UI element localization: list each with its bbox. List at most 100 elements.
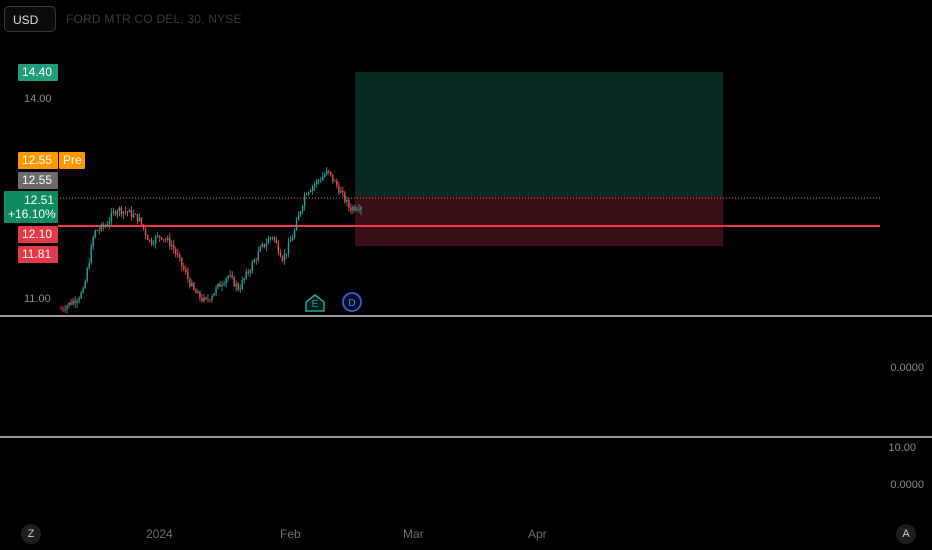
candle-body	[211, 296, 213, 300]
candle-body	[183, 266, 185, 270]
candle-body	[68, 302, 70, 306]
candle-body	[104, 225, 107, 227]
candle-body	[275, 239, 278, 244]
candle-body	[330, 171, 332, 175]
candle-body	[86, 268, 88, 282]
candle-body	[185, 269, 187, 273]
candle-body	[221, 285, 223, 287]
candle-body	[281, 256, 284, 261]
candle-body	[118, 207, 121, 212]
candle-body	[271, 237, 274, 239]
candle-body	[154, 236, 157, 244]
candle-body	[253, 259, 255, 263]
candle-body	[80, 292, 82, 299]
candle-body	[344, 192, 346, 202]
candle-body	[279, 252, 282, 257]
current-price-value: 12.51	[23, 193, 54, 207]
earnings-marker-label: E	[312, 299, 319, 310]
candle-body	[94, 230, 96, 238]
candle-body	[350, 207, 352, 211]
candle-body	[164, 239, 167, 241]
earnings-marker[interactable]	[305, 294, 325, 312]
target-zone[interactable]	[355, 72, 723, 196]
candle-body	[322, 176, 324, 181]
candle-body	[62, 308, 64, 310]
candle-body	[303, 194, 306, 206]
candle-body	[88, 263, 90, 269]
dividend-marker[interactable]	[342, 292, 362, 312]
indicator-1-value: 0.0000	[890, 362, 924, 374]
last-close-price-tag: 12.55	[18, 172, 58, 189]
candle-body	[334, 180, 336, 182]
candle-body	[307, 191, 310, 195]
time-label-2024: 2024	[146, 527, 173, 541]
candle-body	[179, 254, 181, 258]
candle-body	[241, 280, 243, 289]
candle-body	[156, 235, 159, 237]
candle-body	[100, 224, 102, 230]
candle-body	[84, 281, 86, 289]
candle-body	[189, 278, 191, 287]
candle-body	[128, 209, 131, 213]
candle-body	[110, 212, 113, 222]
candle-body	[136, 214, 139, 222]
currency-button[interactable]: USD	[4, 6, 56, 32]
candle-body	[187, 272, 189, 279]
candle-body	[346, 200, 348, 202]
candle-body	[120, 207, 123, 215]
candle-body	[175, 249, 177, 254]
candle-body	[324, 174, 326, 177]
candle-body	[358, 209, 360, 211]
candle-body	[340, 190, 342, 193]
time-label-mar: Mar	[403, 527, 424, 541]
candle-body	[177, 253, 179, 255]
candle-body	[354, 206, 356, 211]
candle-body	[74, 300, 76, 303]
candle-body	[309, 190, 312, 192]
candle-body	[146, 235, 149, 241]
target-price-tag: 14.40	[18, 64, 58, 81]
candle-body	[313, 183, 316, 187]
candle-body	[96, 230, 98, 232]
candle-body	[267, 238, 270, 244]
candle-body	[70, 302, 72, 305]
price-tick-11: 11.00	[24, 293, 51, 305]
candle-body	[72, 300, 74, 305]
candle-body	[142, 224, 145, 229]
candle-body	[167, 238, 169, 241]
candle-body	[231, 275, 233, 278]
candle-body	[293, 230, 296, 238]
candle-body	[277, 243, 280, 253]
candle-body	[215, 287, 217, 294]
candle-body	[207, 298, 209, 300]
candle-body	[305, 194, 308, 196]
candle-body	[181, 257, 183, 267]
candle-body	[360, 206, 362, 210]
candle-body	[130, 209, 133, 218]
candle-body	[261, 243, 264, 247]
candle-body	[219, 283, 221, 287]
auto-scale-button[interactable]: A	[896, 524, 916, 544]
candle-body	[98, 229, 100, 231]
price-tick-14: 14.00	[24, 93, 52, 105]
current-price-change: +16.10%	[8, 207, 56, 221]
candle-body	[106, 224, 109, 226]
candle-body	[269, 237, 272, 239]
candle-body	[237, 283, 239, 290]
candle-body	[348, 200, 350, 208]
candle-body	[158, 235, 161, 238]
candle-body	[320, 180, 322, 181]
candle-body	[76, 300, 78, 303]
candle-body	[243, 278, 245, 281]
premarket-label: Pre	[59, 152, 85, 169]
zoom-button[interactable]: Z	[21, 524, 41, 544]
candle-body	[82, 288, 84, 293]
candle-body	[132, 214, 135, 218]
candle-body	[148, 240, 151, 241]
candle-body	[102, 224, 104, 227]
candle-body	[152, 243, 155, 245]
stop-zone[interactable]	[355, 196, 723, 246]
candle-body	[342, 190, 344, 193]
candle-body	[301, 205, 304, 212]
